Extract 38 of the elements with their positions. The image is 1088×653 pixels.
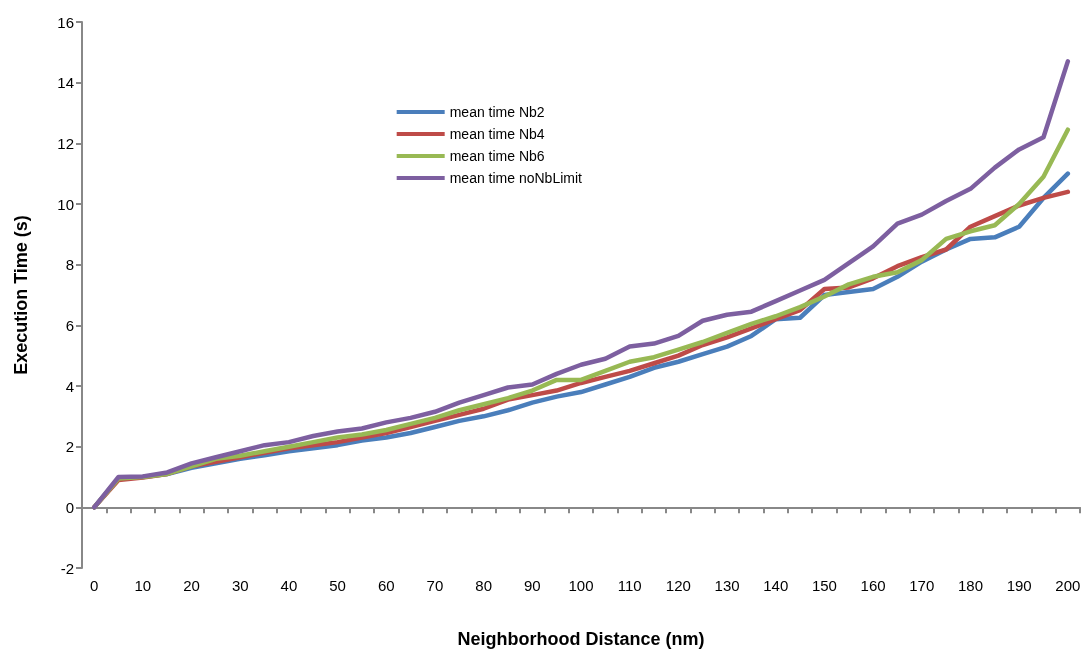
y-tick-label: 12 xyxy=(57,134,74,152)
legend-label: mean time noNbLimit xyxy=(449,170,583,186)
y-tick-label: 8 xyxy=(65,256,74,274)
x-tick-label: 80 xyxy=(475,577,492,594)
y-axis-title: Execution Time (s) xyxy=(11,215,31,375)
x-tick-label: 150 xyxy=(811,577,837,594)
legend-label: mean time Nb4 xyxy=(449,126,545,142)
x-tick-label: 90 xyxy=(523,577,541,594)
y-tick-label: 4 xyxy=(65,377,74,395)
x-tick-label: 190 xyxy=(1006,577,1032,594)
x-tick-label: 200 xyxy=(1055,577,1081,594)
y-tick-label: 0 xyxy=(65,498,74,516)
x-tick-label: 50 xyxy=(329,577,346,594)
x-tick-label: 20 xyxy=(183,577,200,594)
y-tick-label: 2 xyxy=(65,438,74,456)
x-tick-label: 120 xyxy=(665,577,691,594)
x-tick-label: 30 xyxy=(231,577,249,594)
legend-label: mean time Nb6 xyxy=(449,148,545,164)
x-tick-label: 60 xyxy=(377,577,395,594)
line-series xyxy=(91,59,1071,510)
y-tick-label: 10 xyxy=(57,195,74,213)
y-tick-label: -2 xyxy=(60,559,74,577)
x-tick-label: 140 xyxy=(763,577,789,594)
x-tick-label: 10 xyxy=(134,577,152,594)
legend-label: mean time Nb2 xyxy=(449,104,545,120)
y-tick-label: 16 xyxy=(57,13,74,31)
x-tick-label: 130 xyxy=(714,577,740,594)
x-tick-label: 0 xyxy=(90,577,99,594)
x-tick-label: 40 xyxy=(280,577,298,594)
x-tick-label: 110 xyxy=(617,577,642,594)
x-tick-label: 160 xyxy=(860,577,886,594)
y-tick-label: 14 xyxy=(57,74,74,92)
x-tick-label: 170 xyxy=(909,577,935,594)
x-tick-label: 180 xyxy=(957,577,983,594)
y-tick-label: 6 xyxy=(65,316,74,334)
x-tick-label: 70 xyxy=(426,577,444,594)
x-axis-title: Neighborhood Distance (nm) xyxy=(457,629,705,649)
x-tick-label: 100 xyxy=(568,577,594,594)
